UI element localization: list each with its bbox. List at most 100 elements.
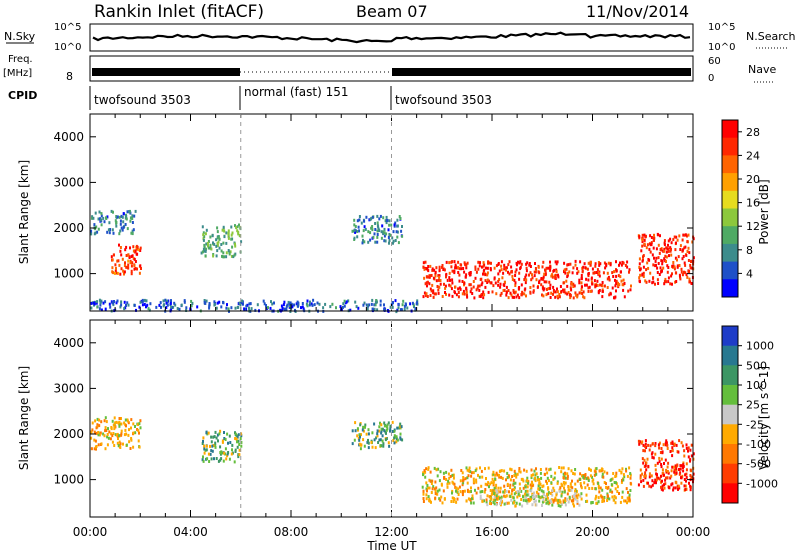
range-cell [510, 468, 513, 472]
range-cell [90, 229, 93, 233]
range-cell [492, 472, 495, 476]
range-cell [563, 482, 566, 486]
range-cell [423, 267, 426, 271]
range-cell [530, 489, 533, 493]
range-cell [686, 234, 688, 238]
range-cell [265, 304, 267, 307]
range-cell [685, 487, 688, 491]
range-cell [511, 488, 514, 492]
range-cell [614, 487, 617, 491]
range-cell [282, 303, 285, 307]
range-cell [654, 282, 656, 286]
colorbar-tick-label: 500 [746, 359, 767, 372]
range-cell [606, 492, 609, 496]
range-cell [590, 276, 593, 280]
range-cell [599, 469, 602, 473]
range-cell [166, 299, 168, 303]
range-cell [357, 306, 360, 310]
range-cell [457, 295, 460, 299]
range-cell [533, 469, 536, 473]
range-cell [546, 494, 548, 498]
range-cell [132, 228, 135, 232]
range-cell [466, 293, 468, 297]
range-cell [465, 290, 468, 294]
range-cell [117, 444, 120, 448]
range-cell [575, 494, 578, 498]
range-cell [432, 295, 435, 299]
range-cell [488, 261, 491, 265]
range-cell [619, 261, 621, 265]
range-cell [490, 481, 493, 485]
range-cell [591, 501, 594, 504]
range-cell [374, 303, 377, 307]
range-cell [533, 274, 536, 278]
range-cell [590, 260, 592, 264]
range-cell [534, 494, 537, 498]
range-cell [329, 305, 332, 309]
range-cell [345, 300, 348, 304]
range-cell [542, 484, 545, 488]
range-cell [365, 432, 368, 436]
range-cell [552, 500, 555, 504]
range-cell [555, 498, 558, 502]
range-cell [475, 478, 478, 482]
range-cell [108, 430, 111, 434]
range-cell [270, 300, 272, 304]
range-cell [503, 288, 506, 292]
range-cell [114, 433, 117, 437]
range-cell [486, 273, 489, 277]
range-cell [468, 466, 471, 470]
range-cell [619, 275, 622, 279]
range-cell [525, 273, 528, 277]
range-cell [97, 227, 100, 231]
range-cell [90, 436, 93, 440]
range-cell [96, 423, 99, 427]
range-cell [422, 261, 425, 265]
range-cell [445, 272, 448, 276]
range-cell [228, 250, 231, 254]
range-cell [227, 235, 230, 239]
range-cell [495, 494, 498, 498]
range-cell [556, 294, 559, 298]
range-cell [111, 258, 114, 262]
range-cell [90, 232, 93, 236]
range-cell [572, 472, 575, 475]
range-cell [579, 482, 582, 485]
range-cell [652, 276, 655, 280]
range-cell [202, 439, 204, 443]
range-cell [539, 468, 542, 471]
range-cell [449, 278, 451, 282]
range-cell [546, 481, 548, 485]
range-cell [510, 265, 513, 269]
range-cell [271, 302, 274, 306]
range-cell [562, 500, 565, 504]
range-cell [124, 418, 127, 422]
range-cell [490, 261, 492, 265]
range-cell [428, 282, 431, 286]
range-cell [643, 242, 646, 246]
range-cell [443, 268, 446, 272]
range-cell [525, 269, 528, 273]
range-cell [472, 501, 475, 505]
range-cell [668, 254, 670, 258]
range-cell [127, 433, 130, 437]
range-cell [362, 429, 365, 433]
range-cell [121, 215, 124, 219]
range-cell [324, 302, 327, 306]
range-cell [508, 272, 511, 276]
range-cell [637, 439, 640, 443]
range-cell [159, 301, 162, 305]
range-cell [427, 275, 430, 279]
range-cell [467, 474, 470, 478]
range-cell [584, 486, 587, 490]
range-cell [667, 471, 670, 475]
range-cell [652, 456, 655, 460]
range-cell [506, 482, 509, 486]
range-cell [425, 267, 428, 270]
range-cell [132, 445, 135, 449]
range-cell [579, 291, 582, 295]
range-cell [461, 483, 464, 487]
range-cell [441, 264, 444, 267]
range-cell [135, 244, 138, 248]
range-cell [612, 498, 615, 502]
